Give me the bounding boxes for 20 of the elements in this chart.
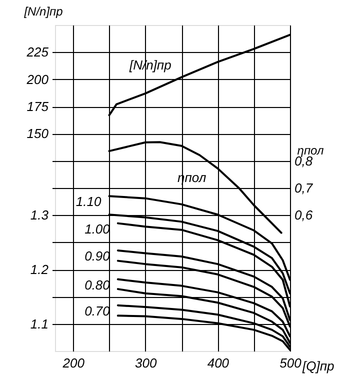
y-tick-label: 225 <box>26 44 50 60</box>
x-tick-label: 200 <box>62 356 86 370</box>
x-tick-label: 400 <box>207 356 230 370</box>
series-label: 1.10 <box>76 194 102 210</box>
y3-tick-label: 1.1 <box>30 316 48 332</box>
y-tick-label: 150 <box>26 126 50 142</box>
series-label: 0.70 <box>84 303 111 318</box>
series-label: 0.80 <box>84 277 111 292</box>
series-label: 0.90 <box>84 248 111 264</box>
y-tick-label: 175 <box>26 99 50 114</box>
series-label: 1.00 <box>84 221 111 236</box>
y3-tick-label: 1.3 <box>30 208 50 223</box>
x-tick-label: 500 <box>280 356 302 370</box>
x-tick-label: 300 <box>135 356 158 370</box>
x-axis-title: [Q]пр <box>302 358 334 374</box>
y3-tick-label: 1.2 <box>30 262 50 277</box>
y-tick-label: 200 <box>26 72 50 87</box>
y2-tick-label: 0,6 <box>294 208 314 223</box>
y-axis-title: [N/n]пр <box>23 4 64 18</box>
y2-tick-label: 0,7 <box>294 180 314 196</box>
